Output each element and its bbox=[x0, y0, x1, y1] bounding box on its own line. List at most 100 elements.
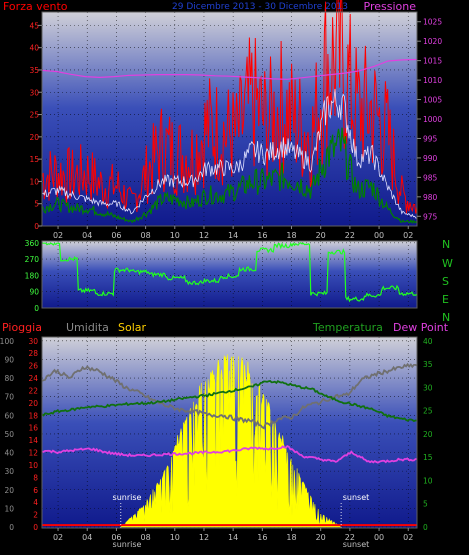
x-tick-label: 16 bbox=[257, 533, 267, 542]
temperature-y-tick-label: 15 bbox=[423, 453, 433, 462]
x-tick-label: 02 bbox=[53, 533, 63, 542]
direction-y-tick-label: 180 bbox=[25, 271, 40, 280]
rain-y-tick-label: 30 bbox=[28, 337, 38, 346]
wind-y-tick-label: 20 bbox=[29, 133, 39, 142]
x-tick-label: 18 bbox=[286, 533, 296, 542]
sunset-tick-label: sunset bbox=[343, 540, 370, 549]
x-tick-label: 18 bbox=[286, 231, 296, 240]
pressure-y-tick-label: 985 bbox=[423, 173, 438, 182]
rain-y-tick-label: 10 bbox=[28, 461, 38, 470]
wind-y-tick-label: 15 bbox=[29, 155, 39, 164]
solar-area bbox=[120, 354, 342, 528]
x-tick-label: 16 bbox=[257, 231, 267, 240]
pressure-y-tick-label: 1005 bbox=[423, 96, 442, 105]
wind-speed-label: Forza vento bbox=[3, 0, 68, 13]
humidity-y-tick-label: 40 bbox=[4, 449, 14, 458]
pressure-y-tick-label: 1020 bbox=[423, 37, 442, 46]
direction-plot bbox=[42, 242, 418, 303]
rain-label: Pioggia bbox=[2, 321, 42, 334]
rain-y-tick-label: 16 bbox=[28, 424, 38, 433]
x-tick-label: 02 bbox=[403, 533, 413, 542]
rain-y-tick-label: 12 bbox=[28, 449, 38, 458]
temperature-y-tick-label: 35 bbox=[423, 360, 433, 369]
panel-frame bbox=[41, 336, 418, 529]
pressure-y-tick-label: 990 bbox=[423, 154, 438, 163]
rain-y-tick-label: 20 bbox=[28, 399, 38, 408]
compass-letter-n-bottom: N bbox=[442, 311, 450, 324]
rain-y-tick-label: 24 bbox=[28, 374, 38, 383]
climate-plot bbox=[41, 354, 418, 528]
wind-y-tick-label: 5 bbox=[34, 200, 39, 209]
wind-y-tick-label: 40 bbox=[29, 44, 39, 53]
wind-y-tick-label: 30 bbox=[29, 88, 39, 97]
temperature-y-tick-label: 30 bbox=[423, 383, 433, 392]
direction-plot-background bbox=[42, 241, 417, 308]
panel-frame bbox=[41, 240, 418, 309]
wind-min-line bbox=[41, 127, 418, 224]
temperature-y-tick-label: 40 bbox=[423, 337, 433, 346]
wind-y-tick-label: 10 bbox=[29, 177, 39, 186]
humidity-y-tick-label: 100 bbox=[0, 337, 14, 346]
pressure-y-tick-label: 995 bbox=[423, 134, 438, 143]
sunset-label: sunset bbox=[343, 493, 370, 502]
rain-y-tick-label: 8 bbox=[33, 473, 38, 482]
pressure-label: Pressione bbox=[364, 0, 417, 13]
rain-y-tick-label: 4 bbox=[33, 498, 38, 507]
temperature-y-tick-label: 10 bbox=[423, 476, 433, 485]
rain-y-tick-label: 26 bbox=[28, 362, 38, 371]
solar-label: Solar bbox=[118, 321, 147, 334]
compass-letter-e: E bbox=[442, 293, 449, 306]
rain-y-tick-label: 0 bbox=[33, 523, 38, 532]
sunrise-label: sunrise bbox=[113, 493, 142, 502]
x-tick-label: 08 bbox=[141, 231, 151, 240]
temperature-y-tick-label: 0 bbox=[423, 523, 428, 532]
wind-plot bbox=[41, 0, 418, 224]
pressure-y-tick-label: 1000 bbox=[423, 115, 442, 124]
direction-y-tick-label: 360 bbox=[25, 239, 40, 248]
x-tick-label: 02 bbox=[53, 231, 63, 240]
humidity-label: Umidita bbox=[66, 321, 109, 334]
humidity-y-tick-label: 50 bbox=[4, 430, 14, 439]
wind-direction-line bbox=[42, 242, 418, 303]
x-tick-label: 04 bbox=[82, 533, 92, 542]
pressure-y-tick-label: 1025 bbox=[423, 18, 442, 27]
temperature-label: Temperatura bbox=[312, 321, 383, 334]
pressure-y-tick-label: 975 bbox=[423, 212, 438, 221]
x-tick-label: 00 bbox=[374, 231, 384, 240]
humidity-y-tick-label: 90 bbox=[4, 355, 14, 364]
x-tick-label: 08 bbox=[141, 533, 151, 542]
humidity-y-tick-label: 20 bbox=[4, 486, 14, 495]
pressure-y-tick-label: 980 bbox=[423, 193, 438, 202]
x-tick-label: 20 bbox=[316, 533, 326, 542]
x-tick-label: 14 bbox=[228, 231, 238, 240]
wind-y-tick-label: 0 bbox=[34, 222, 39, 231]
rain-y-tick-label: 28 bbox=[28, 349, 38, 358]
x-tick-label: 12 bbox=[199, 533, 209, 542]
compass-letter-n-top: N bbox=[442, 238, 450, 251]
humidity-y-tick-label: 70 bbox=[4, 393, 14, 402]
compass-letter-s: S bbox=[442, 275, 449, 288]
wind-y-tick-label: 45 bbox=[29, 21, 39, 30]
dew-point-label: Dew Point bbox=[393, 321, 449, 334]
date-range-label: 29 Dicembre 2013 - 30 Dicembre 2013 bbox=[172, 2, 348, 12]
temperature-y-tick-label: 25 bbox=[423, 407, 433, 416]
climate-grid bbox=[42, 337, 417, 528]
x-tick-label: 02 bbox=[403, 231, 413, 240]
x-tick-label: 12 bbox=[199, 231, 209, 240]
rain-y-tick-label: 6 bbox=[33, 486, 38, 495]
compass-letters: N W S E N bbox=[442, 238, 453, 324]
direction-y-tick-label: 270 bbox=[25, 255, 40, 264]
humidity-y-tick-label: 60 bbox=[4, 411, 14, 420]
dew-point-line bbox=[41, 445, 418, 464]
temperature-line bbox=[41, 379, 417, 423]
direction-y-tick-label: 90 bbox=[29, 288, 39, 297]
x-tick-label: 10 bbox=[170, 533, 180, 542]
rain-y-tick-label: 14 bbox=[28, 436, 38, 445]
x-tick-label: 22 bbox=[345, 533, 355, 542]
x-tick-label: 20 bbox=[316, 231, 326, 240]
direction-y-tick-label: 0 bbox=[34, 304, 39, 313]
wind-average-line bbox=[41, 88, 418, 219]
wind-y-tick-label: 25 bbox=[29, 111, 39, 120]
sunrise-tick-label: sunrise bbox=[113, 540, 142, 549]
